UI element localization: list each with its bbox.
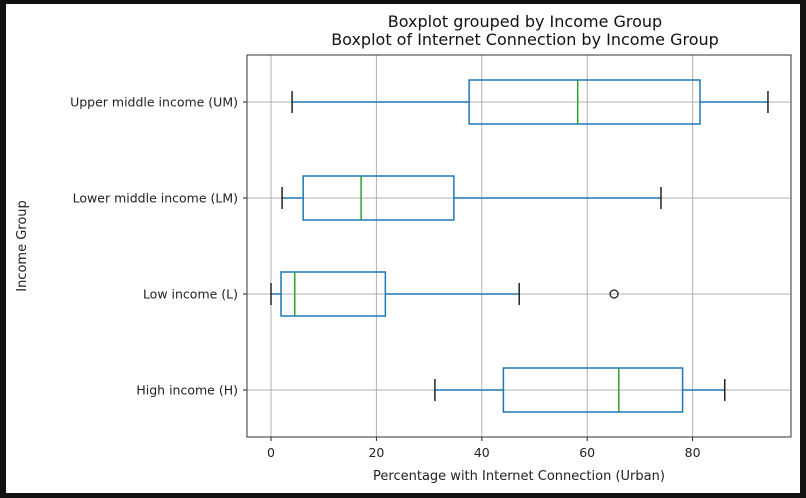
x-tick-label: 80 bbox=[685, 445, 701, 460]
x-axis-label: Percentage with Internet Connection (Urb… bbox=[373, 469, 665, 484]
axes-frame bbox=[246, 54, 792, 438]
outlier-marker bbox=[609, 289, 619, 299]
x-tick-label: 0 bbox=[267, 445, 275, 460]
suptitle: Boxplot grouped by Income Group bbox=[387, 12, 663, 31]
y-tick-label: Lower middle income (LM) bbox=[73, 191, 238, 206]
box bbox=[468, 79, 701, 125]
x-tick-label: 60 bbox=[579, 445, 595, 460]
box bbox=[280, 271, 387, 317]
x-tick-label: 40 bbox=[474, 445, 490, 460]
chart-title: Boxplot of Internet Connection by Income… bbox=[331, 30, 719, 49]
x-tick-label: 20 bbox=[368, 445, 384, 460]
y-axis-label: Income Group bbox=[15, 200, 30, 292]
boxplot-chart: Upper middle income (UM) Lower middle inc… bbox=[15, 54, 792, 484]
box bbox=[502, 367, 684, 413]
y-tick-label: High income (H) bbox=[136, 383, 238, 398]
y-tick-label: Low income (L) bbox=[143, 287, 238, 302]
box bbox=[302, 175, 455, 221]
figure: Boxplot grouped by Income Group Boxplot … bbox=[6, 4, 800, 493]
y-tick-label: Upper middle income (UM) bbox=[70, 95, 238, 110]
